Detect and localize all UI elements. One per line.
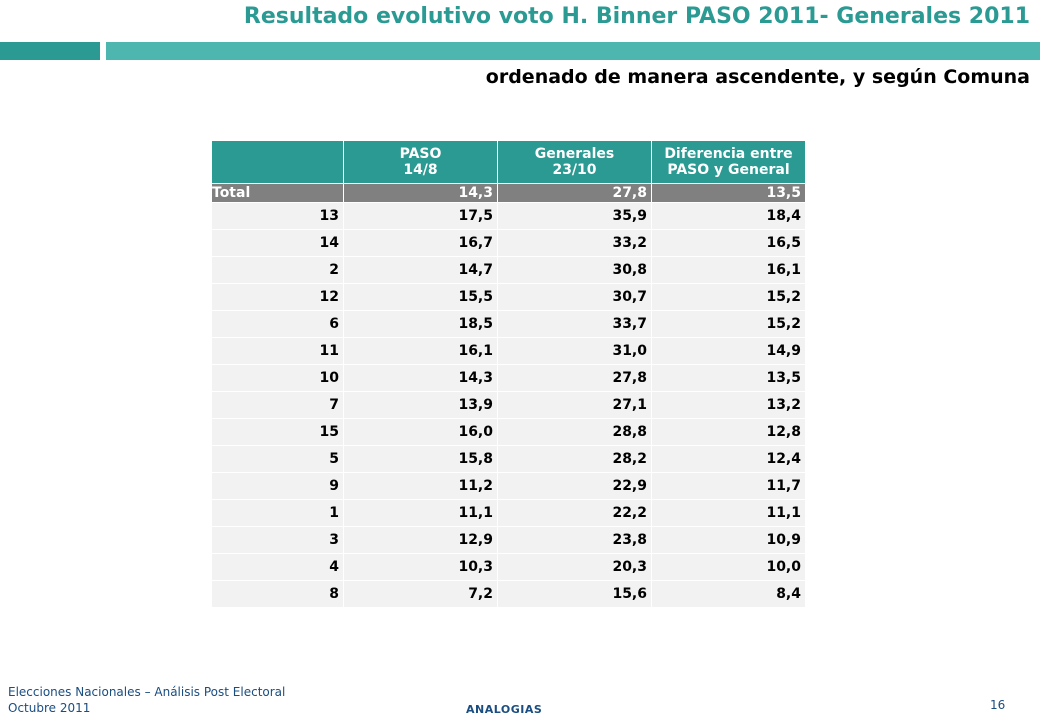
table-cell: 15,2 (651, 283, 806, 311)
table-cell: 16,1 (343, 337, 498, 365)
table-cell: 15,5 (343, 283, 498, 311)
table-cell: 27,8 (497, 364, 652, 392)
table-cell: 11 (211, 337, 344, 365)
table-row: 3 12,9 23,8 10,9 (211, 526, 806, 554)
table-cell: 18,5 (343, 310, 498, 338)
page-title: Resultado evolutivo voto H. Binner PASO … (243, 4, 1030, 29)
table-cell: 13 (211, 202, 344, 230)
table-cell: 11,7 (651, 472, 806, 500)
table-header-row: PASO 14/8 Generales 23/10 Diferencia ent… (211, 140, 806, 184)
table-cell: 11,2 (343, 472, 498, 500)
table-cell: 14,9 (651, 337, 806, 365)
table-cell: 1 (211, 499, 344, 527)
table-cell: 27,8 (497, 183, 652, 203)
table-cell: 17,5 (343, 202, 498, 230)
table-cell: Total (211, 183, 344, 203)
table-cell: 13,5 (651, 364, 806, 392)
table-cell: 13,5 (651, 183, 806, 203)
table-cell: 12,8 (651, 418, 806, 446)
table-row: 6 18,5 33,7 15,2 (211, 310, 806, 338)
table-cell: 15 (211, 418, 344, 446)
table-cell: 2 (211, 256, 344, 284)
table-cell: 10 (211, 364, 344, 392)
table-cell: 28,2 (497, 445, 652, 473)
table-cell: 12,9 (343, 526, 498, 554)
table-cell: 14,3 (343, 364, 498, 392)
total-row: Total 14,3 27,8 13,5 (211, 183, 806, 203)
table-row: 7 13,9 27,1 13,2 (211, 391, 806, 419)
decorative-bar-right (106, 42, 1040, 60)
table-cell: 30,8 (497, 256, 652, 284)
table-cell: 10,9 (651, 526, 806, 554)
table-row: 12 15,5 30,7 15,2 (211, 283, 806, 311)
table-cell: 4 (211, 553, 344, 581)
table-cell: 15,6 (497, 580, 652, 608)
table-cell: 7,2 (343, 580, 498, 608)
table-cell: 5 (211, 445, 344, 473)
header-cell: Generales 23/10 (497, 140, 652, 184)
table-row: 13 17,5 35,9 18,4 (211, 202, 806, 230)
header-cell (211, 140, 344, 184)
footer-line-2: Octubre 2011 (8, 701, 91, 715)
table-cell: 10,0 (651, 553, 806, 581)
table-cell: 22,9 (497, 472, 652, 500)
table-row: 2 14,7 30,8 16,1 (211, 256, 806, 284)
table-cell: 33,7 (497, 310, 652, 338)
table-row: 9 11,2 22,9 11,7 (211, 472, 806, 500)
table-cell: 16,7 (343, 229, 498, 257)
table-cell: 14,7 (343, 256, 498, 284)
table-cell: 20,3 (497, 553, 652, 581)
table-row: 14 16,7 33,2 16,5 (211, 229, 806, 257)
table-row: 11 16,1 31,0 14,9 (211, 337, 806, 365)
table-cell: 14,3 (343, 183, 498, 203)
table-cell: 23,8 (497, 526, 652, 554)
table-cell: 16,1 (651, 256, 806, 284)
table-cell: 15,2 (651, 310, 806, 338)
table-cell: 13,2 (651, 391, 806, 419)
table-row: 15 16,0 28,8 12,8 (211, 418, 806, 446)
table-row: 1 11,1 22,2 11,1 (211, 499, 806, 527)
footer-line-1: Elecciones Nacionales – Análisis Post El… (8, 685, 286, 699)
table-cell: 9 (211, 472, 344, 500)
table-cell: 30,7 (497, 283, 652, 311)
table-cell: 12,4 (651, 445, 806, 473)
table-row: 8 7,2 15,6 8,4 (211, 580, 806, 608)
table-cell: 13,9 (343, 391, 498, 419)
header-cell: Diferencia entre PASO y General (651, 140, 806, 184)
table-cell: 6 (211, 310, 344, 338)
table-cell: 14 (211, 229, 344, 257)
table-cell: 8 (211, 580, 344, 608)
table-cell: 18,4 (651, 202, 806, 230)
table-cell: 15,8 (343, 445, 498, 473)
results-table: PASO 14/8 Generales 23/10 Diferencia ent… (211, 140, 806, 608)
footer-info: Elecciones Nacionales – Análisis Post El… (8, 684, 285, 716)
table-cell: 12 (211, 283, 344, 311)
table-cell: 35,9 (497, 202, 652, 230)
header-cell: PASO 14/8 (343, 140, 498, 184)
table-cell: 3 (211, 526, 344, 554)
page-number: 16 (990, 698, 1006, 712)
decorative-bar-left (0, 42, 100, 60)
table-cell: 27,1 (497, 391, 652, 419)
page-subtitle: ordenado de manera ascendente, y según C… (485, 66, 1030, 88)
brand-label: ANALOGIAS (466, 703, 543, 716)
table-cell: 31,0 (497, 337, 652, 365)
table-cell: 10,3 (343, 553, 498, 581)
table-cell: 7 (211, 391, 344, 419)
table-row: 4 10,3 20,3 10,0 (211, 553, 806, 581)
table-cell: 8,4 (651, 580, 806, 608)
table-cell: 11,1 (651, 499, 806, 527)
table-cell: 28,8 (497, 418, 652, 446)
table-row: 10 14,3 27,8 13,5 (211, 364, 806, 392)
table-cell: 22,2 (497, 499, 652, 527)
table-row: 5 15,8 28,2 12,4 (211, 445, 806, 473)
table-cell: 33,2 (497, 229, 652, 257)
table-cell: 11,1 (343, 499, 498, 527)
table-cell: 16,5 (651, 229, 806, 257)
table-cell: 16,0 (343, 418, 498, 446)
